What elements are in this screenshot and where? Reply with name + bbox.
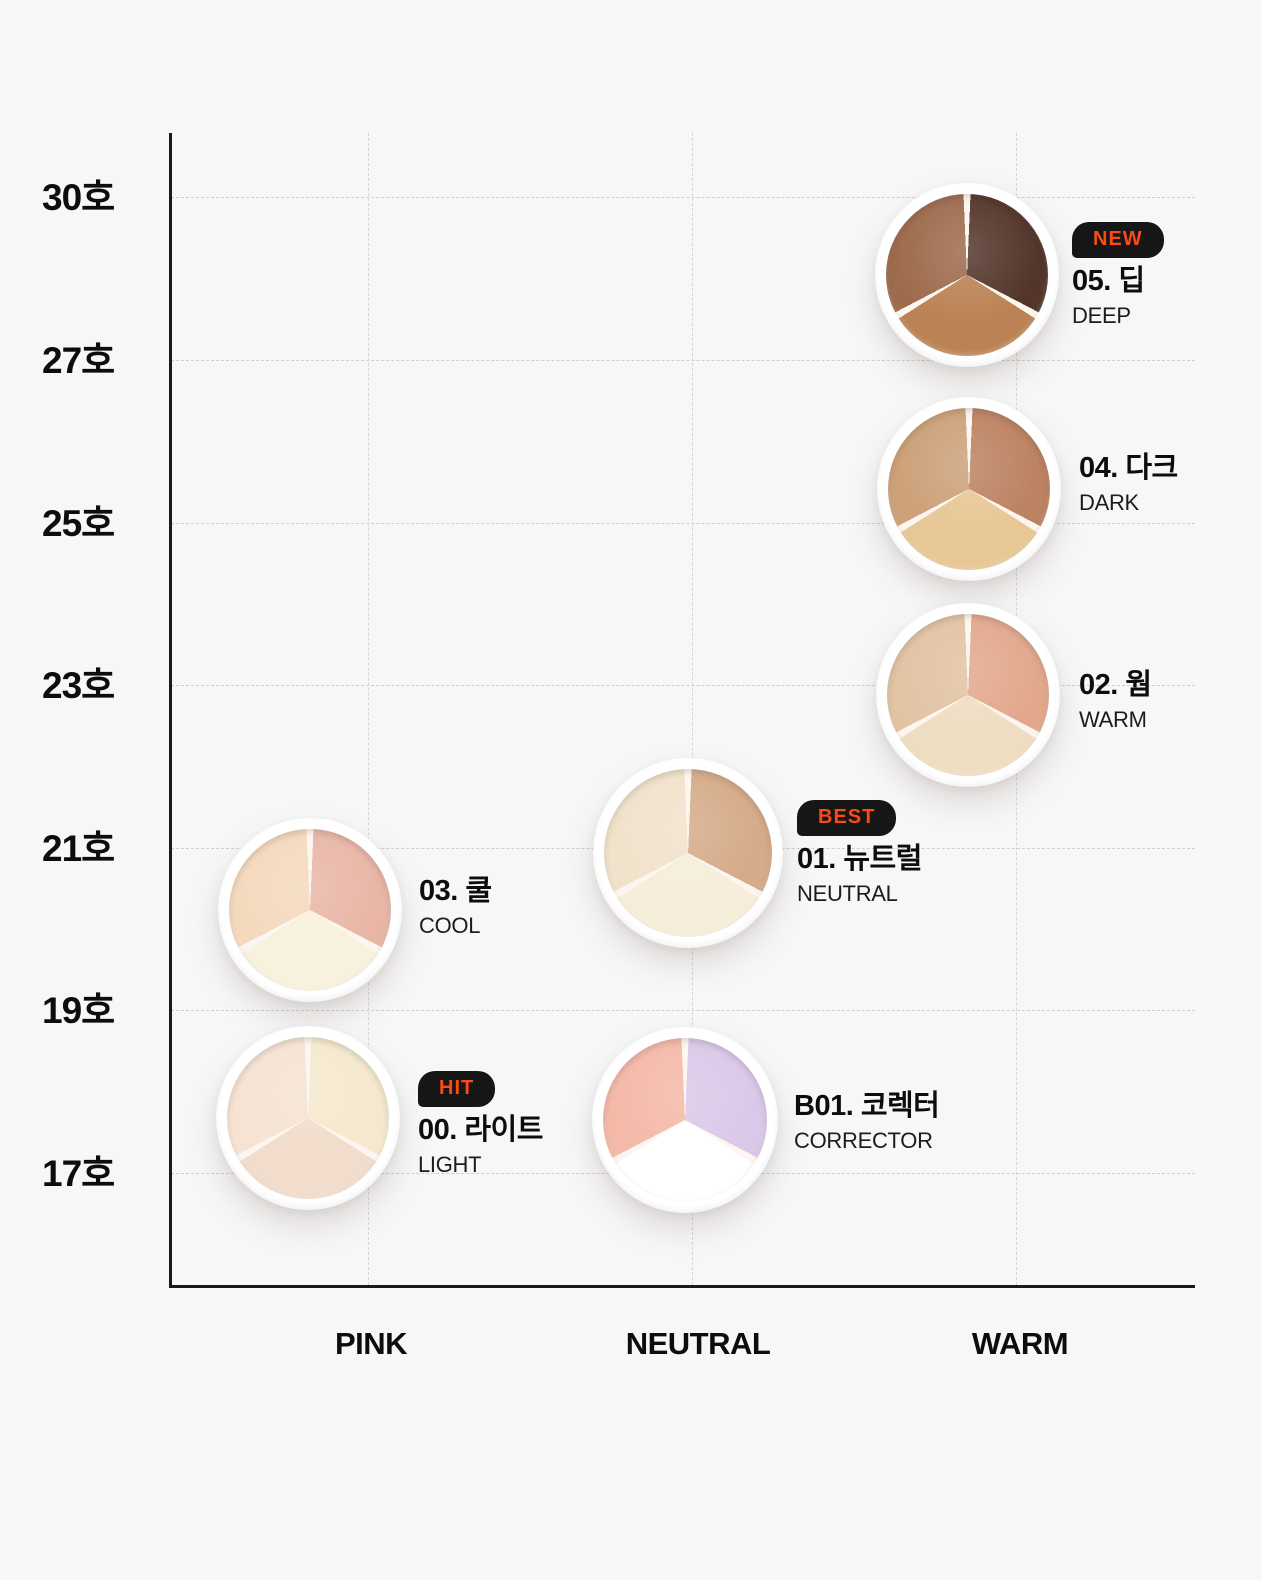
product-name: 03. 쿨 (419, 875, 492, 907)
palette-pans (886, 194, 1048, 356)
product-subname: CORRECTOR (794, 1128, 933, 1154)
palette-disc (592, 1027, 778, 1213)
y-tick-19: 19호 (42, 990, 115, 1031)
product-info: 02. 웜 WARM (1079, 669, 1261, 734)
best-badge: BEST (797, 800, 897, 836)
product-subname: COOL (419, 913, 481, 939)
palette-pans (227, 1037, 389, 1199)
palette-pans (603, 1038, 767, 1202)
product-subname: DEEP (1072, 303, 1131, 329)
product-info: B01. 코렉터 CORRECTOR (794, 1090, 1094, 1155)
gridline-25 (171, 523, 1195, 524)
palette-disc (875, 183, 1059, 367)
product-name: B01. 코렉터 (794, 1090, 940, 1122)
palette-pans (229, 829, 391, 991)
x-axis-line (169, 1285, 1195, 1288)
y-tick-21: 21호 (42, 828, 115, 869)
y-tick-30: 30호 (42, 177, 115, 218)
y-tick-25: 25호 (42, 503, 115, 544)
product-name: 02. 웜 (1079, 669, 1152, 701)
product-subname: LIGHT (418, 1152, 482, 1178)
palette-disc (216, 1026, 400, 1210)
product-04-dark: 04. 다크 DARK (877, 397, 1178, 581)
palette-pans (604, 769, 772, 937)
x-label-neutral: NEUTRAL (625, 1326, 771, 1361)
palette-disc (218, 818, 402, 1002)
product-name: 01. 뉴트럴 (797, 843, 922, 875)
y-tick-17: 17호 (42, 1153, 115, 1194)
product-name: 00. 라이트 (418, 1114, 543, 1146)
y-tick-27: 27호 (42, 340, 115, 381)
product-info: HIT 00. 라이트 LIGHT (418, 1071, 718, 1179)
new-badge: NEW (1072, 222, 1164, 258)
product-info: 04. 다크 DARK (1079, 452, 1261, 517)
palette-disc (877, 397, 1061, 581)
product-name: 05. 딥 (1072, 265, 1145, 297)
product-subname: NEUTRAL (797, 881, 898, 907)
hit-badge: HIT (418, 1071, 496, 1107)
x-label-pink: PINK (334, 1326, 408, 1361)
palette-disc (876, 603, 1060, 787)
product-info: NEW 05. 딥 DEEP (1072, 222, 1261, 330)
product-02-warm: 02. 웜 WARM (876, 603, 1152, 787)
gridline-30 (171, 197, 1195, 198)
y-axis-line (169, 133, 172, 1287)
y-tick-23: 23호 (42, 665, 115, 706)
product-info: BEST 01. 뉴트럴 NEUTRAL (797, 800, 1097, 908)
product-05-deep: NEW 05. 딥 DEEP (875, 183, 1164, 367)
gridline-col-pink (368, 133, 369, 1285)
product-03-cool: 03. 쿨 COOL (218, 818, 492, 1002)
gridline-27 (171, 360, 1195, 361)
palette-pans (887, 614, 1049, 776)
product-00-light: HIT 00. 라이트 LIGHT (216, 1026, 543, 1210)
product-info: 03. 쿨 COOL (419, 875, 719, 940)
product-b01-corrector: B01. 코렉터 CORRECTOR (592, 1027, 940, 1213)
x-label-warm: WARM (971, 1326, 1069, 1361)
product-name: 04. 다크 (1079, 452, 1178, 484)
gridline-23 (171, 685, 1195, 686)
palette-pans (888, 408, 1050, 570)
product-subname: WARM (1079, 707, 1147, 733)
gridline-19 (171, 1010, 1195, 1011)
gridline-col-neutral (692, 133, 693, 1285)
product-subname: DARK (1079, 490, 1139, 516)
